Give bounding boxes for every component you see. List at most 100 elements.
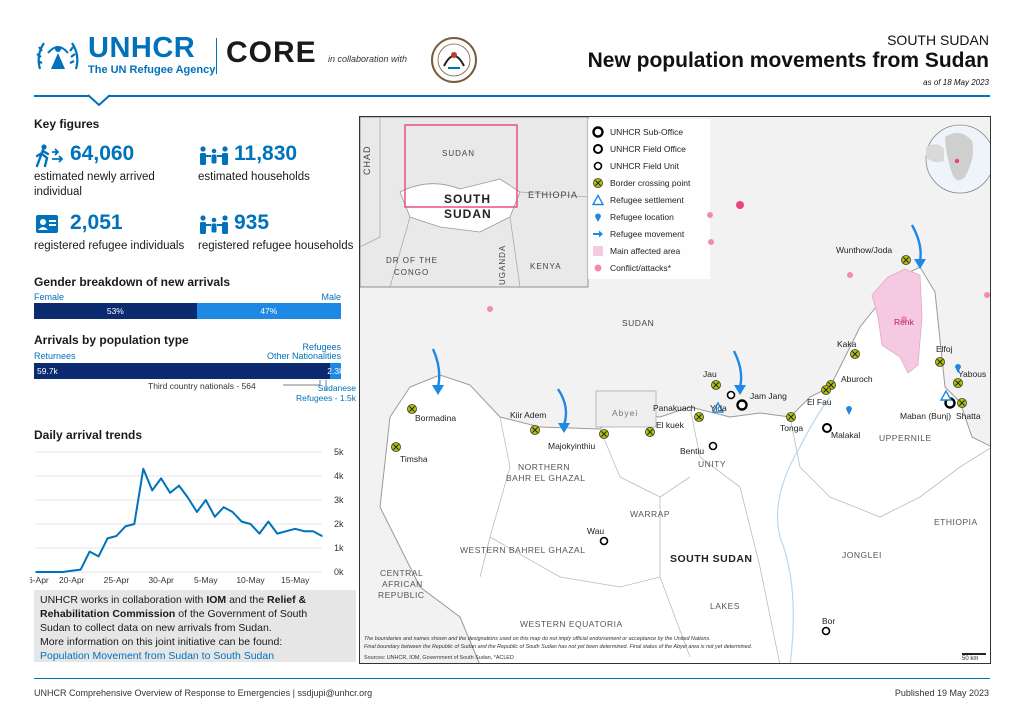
new-arrivals-value: 64,060 <box>70 142 135 165</box>
legend-border-crossing: Border crossing point <box>592 177 690 189</box>
legend-refugee-location-label: Refugee location <box>610 212 674 222</box>
registered-individuals-label: registered refugee individuals <box>34 240 185 252</box>
unhcr-offices <box>599 390 956 636</box>
refugees-label: Refugees <box>302 342 341 352</box>
collab-text: in collaboration with <box>328 54 408 64</box>
label-abyei: Abyei <box>612 408 639 418</box>
label-aburoch: Aburoch <box>841 374 873 384</box>
scale-bar <box>962 653 986 655</box>
border-crossing-icon <box>593 178 603 188</box>
x-tick-label: 10-May <box>236 575 265 585</box>
legend-refugee-location: Refugee location <box>592 211 674 223</box>
data-point <box>240 520 243 523</box>
org-name: UNHCR <box>88 32 196 64</box>
population-type-title: Arrivals by population type <box>34 333 189 347</box>
map-legend: UNHCR Sub-Office UNHCR Field Office UNHC… <box>588 119 710 279</box>
data-point <box>53 571 55 573</box>
data-point <box>222 506 225 508</box>
region-jonglei: JONGLEI <box>842 550 882 560</box>
label-malakal: Malakal <box>831 430 861 440</box>
map-panel[interactable]: CHAD SUDAN SOUTH SUDAN ETHIOPIA DR OF TH… <box>359 116 991 664</box>
map-disclaimer: The boundaries and names shown and the d… <box>364 636 924 651</box>
region-ethiopia: ETHIOPIA <box>934 517 978 527</box>
scale-label: 50 km <box>962 656 979 662</box>
legend-affected-area: Main affected area <box>592 245 680 257</box>
logo-divider <box>216 38 217 74</box>
third-country-label: Third country nationals - 564 <box>148 381 256 391</box>
data-point <box>294 528 296 530</box>
legend-refugee-movement: Refugee movement <box>592 228 684 240</box>
region-sudan: SUDAN <box>622 318 655 328</box>
key-figures-title: Key figures <box>34 117 100 131</box>
data-point <box>321 535 323 537</box>
registered-households-label: registered refugee households <box>198 240 354 252</box>
data-point <box>267 520 270 523</box>
key-figure-registered-households: 935 registered refugee households <box>198 211 358 271</box>
region-weq: WESTERN EQUATORIA <box>520 619 623 629</box>
partner-seal-icon <box>431 37 477 83</box>
data-point <box>178 484 180 487</box>
region-wbeg: WESTERN BAHREL GHAZAL <box>460 545 586 555</box>
refugee-location-pins <box>846 364 961 415</box>
x-tick-label: 25-Apr <box>104 575 130 585</box>
map-markers <box>391 201 990 636</box>
returnees-bar-segment: 59.7k <box>34 363 330 379</box>
data-point <box>196 511 198 513</box>
data-point <box>79 568 82 571</box>
male-pct: 47% <box>260 306 278 316</box>
label-bor: Bor <box>822 616 836 626</box>
inset-drc-1: DR OF THE <box>386 256 438 265</box>
label-wau: Wau <box>587 526 605 536</box>
region-uppernile: UPPERNILE <box>879 433 932 443</box>
legend-field-office: UNHCR Field Office <box>592 143 686 155</box>
y-tick-label: 5k <box>334 447 344 457</box>
households-label: estimated households <box>198 171 310 183</box>
header-divider <box>34 95 990 97</box>
legend-conflict-label: Conflict/attacks* <box>610 263 671 273</box>
region-nbeg-1: NORTHERN <box>518 462 571 472</box>
data-point <box>213 516 216 518</box>
org-tagline: The UN Refugee Agency <box>88 64 216 76</box>
region-car-3: REPUBLIC <box>378 590 425 600</box>
sub-office-icon <box>592 126 604 138</box>
legend-settlement: Refugee settlement <box>592 194 684 206</box>
households-value: 11,830 <box>234 142 298 165</box>
arrow-icon <box>593 230 603 238</box>
data-point <box>231 511 234 513</box>
region-car-2: AFRICAN <box>382 579 423 589</box>
label-maban: Maban (Bunj) <box>900 411 952 421</box>
region-warrap: WARRAP <box>630 509 670 519</box>
collab-text-2: and the <box>226 594 268 606</box>
legend-field-unit: UNHCR Field Unit <box>592 160 679 172</box>
id-card-icon <box>36 215 58 233</box>
label-shatta: Shatta <box>956 411 981 421</box>
field-unit-icon <box>593 161 603 171</box>
label-majokyinthiu: Majokyinthiu <box>548 441 596 451</box>
returnees-label: Returnees <box>34 351 76 361</box>
footer-divider <box>34 678 990 679</box>
inset-south-sudan-2: SUDAN <box>444 207 492 221</box>
collab-rrc-1: Relief & <box>267 594 307 606</box>
female-pct: 53% <box>106 306 124 316</box>
label-kaka: Kaka <box>837 339 857 349</box>
sudanese-refugees-label-2: Refugees - 1.5k <box>295 393 356 403</box>
label-yida: Yida <box>710 403 727 413</box>
data-point <box>44 571 46 573</box>
data-point <box>169 492 171 494</box>
conflict-dot-icon <box>594 264 602 272</box>
data-point <box>205 499 207 501</box>
data-point <box>285 530 288 532</box>
data-point <box>142 468 145 470</box>
data-point <box>276 532 279 535</box>
label-elfoj: Elfoj <box>936 344 953 354</box>
legend-sub-office: UNHCR Sub-Office <box>592 126 683 138</box>
collaboration-note: UNHCR works in collaboration with IOM an… <box>34 590 356 662</box>
legend-border-crossing-label: Border crossing point <box>610 178 691 188</box>
region-unity: UNITY <box>698 459 726 469</box>
legend-refugee-movement-label: Refugee movement <box>610 229 685 239</box>
collab-text-3: of the Government of South <box>175 608 308 620</box>
label-elkuek: El kuek <box>656 420 684 430</box>
population-movement-link[interactable]: Population Movement from Sudan to South … <box>40 650 275 662</box>
male-label: Male <box>321 292 341 302</box>
new-arrivals-label: estimated newly arrived individual <box>34 171 155 198</box>
